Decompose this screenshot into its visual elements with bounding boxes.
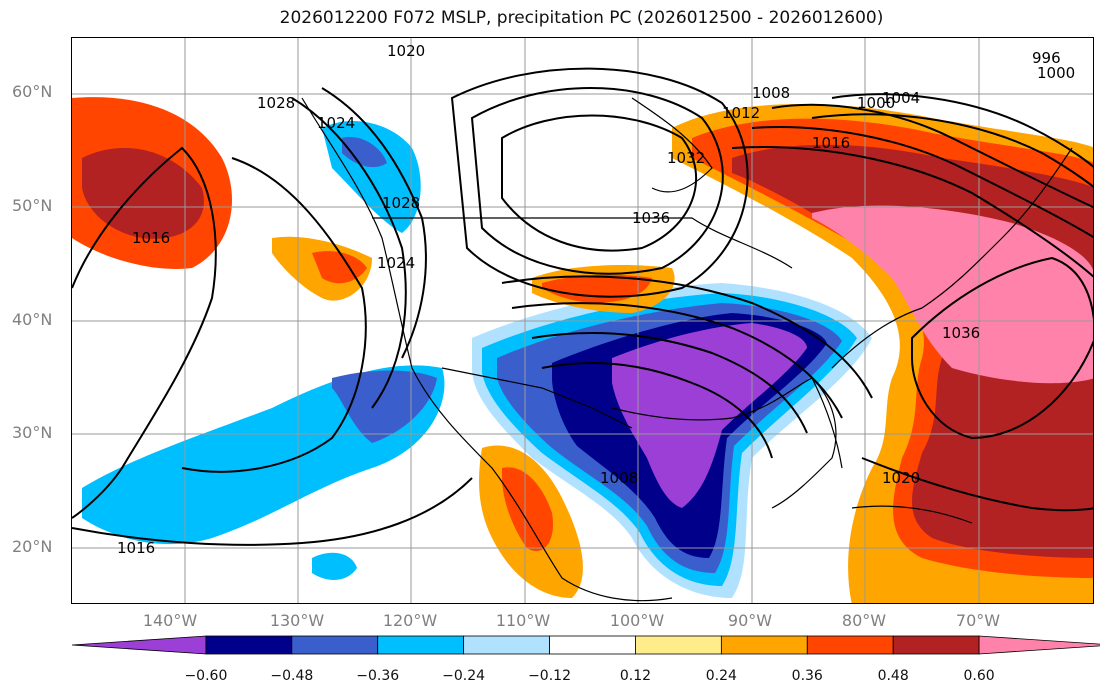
lon-label-90w: 90°W xyxy=(727,611,773,630)
isobar-1032 xyxy=(470,87,724,275)
coast-florida xyxy=(811,377,843,469)
isobar-1012-ne xyxy=(751,126,1093,238)
isobar-label: 1020 xyxy=(387,42,425,60)
isobar-1036 xyxy=(501,114,698,252)
isobar-1016-south xyxy=(72,477,473,546)
isobar-label: 996 xyxy=(1032,49,1061,67)
border-us-mexico xyxy=(441,367,633,429)
precip-pink-east xyxy=(812,205,1093,384)
isobar-label: 1024 xyxy=(377,254,415,272)
isobar-label: 1028 xyxy=(382,194,420,212)
isobar-1028-inner xyxy=(450,67,749,298)
isobar-label: 1016 xyxy=(132,229,170,247)
isobar-1020-pacific xyxy=(181,157,367,473)
colorbar-segment xyxy=(549,635,636,655)
lat-label-40n: 40°N xyxy=(12,310,53,329)
isobar-1020-atlantic xyxy=(861,457,1093,512)
isobar-1012 xyxy=(531,332,808,434)
precip-cyan-bc xyxy=(322,120,421,233)
isobar-1016-ne xyxy=(731,146,1093,278)
coast-cuba xyxy=(851,505,973,524)
colorbar-tick-label: 0.24 xyxy=(705,668,737,684)
isobar-label: 1008 xyxy=(752,84,790,102)
colorbar-tick-label: −0.60 xyxy=(184,668,228,684)
isobar-1028 xyxy=(321,87,427,359)
isobar-label: 1020 xyxy=(882,469,920,487)
map-panel: 1020 1028 1024 1028 1024 1036 1032 1012 … xyxy=(71,37,1094,604)
colorbar-segment xyxy=(978,635,1100,655)
border-us-canada xyxy=(372,217,793,269)
colorbar-tick-label: 0.60 xyxy=(963,668,995,684)
coast-west xyxy=(301,97,673,602)
isobar-label: 1012 xyxy=(722,104,760,122)
colorbar-tick-label: −0.24 xyxy=(442,668,486,684)
lat-label-30n: 30°N xyxy=(12,423,53,442)
isobar-label: 1036 xyxy=(632,209,670,227)
colorbar-tick-label: −0.12 xyxy=(528,668,571,684)
precip-shading xyxy=(72,97,1093,603)
isobar-label: 1004 xyxy=(882,89,920,107)
precip-cyan-small xyxy=(312,552,357,580)
colorbar-segment xyxy=(71,635,207,655)
lat-label-20n: 20°N xyxy=(12,537,53,556)
precip-darkred-pacific xyxy=(82,148,204,239)
lat-label-50n: 50°N xyxy=(12,196,53,215)
colorbar-tick-label: 0.48 xyxy=(877,668,909,684)
isobar-label: 1016 xyxy=(812,134,850,152)
lon-label-140w: 140°W xyxy=(142,611,198,630)
colorbar xyxy=(71,635,1100,655)
isobar-label: 1024 xyxy=(317,114,355,132)
colorbar-segment xyxy=(291,635,379,655)
isobar-1004-ne xyxy=(811,113,1093,188)
isobar-1020-central xyxy=(501,275,873,399)
isobar-label: 1036 xyxy=(942,324,980,342)
map-canvas: 1020 1028 1024 1028 1024 1036 1032 1012 … xyxy=(72,38,1093,603)
lon-label-110w: 110°W xyxy=(495,611,551,630)
lat-label-60n: 60°N xyxy=(12,82,53,101)
coastlines xyxy=(301,97,1073,602)
isobar-1008-gulf xyxy=(541,362,773,459)
isobars xyxy=(72,67,1093,546)
colorbar-segment xyxy=(377,635,465,655)
isobar-1016-west xyxy=(72,146,217,519)
isobar-1024-pacific xyxy=(291,97,407,409)
coast-gulf xyxy=(611,377,837,509)
colorbar-segment xyxy=(892,635,980,655)
lon-label-70w: 70°W xyxy=(955,611,1001,630)
isobar-label: 1028 xyxy=(257,94,295,112)
precip-red-mexico xyxy=(502,467,553,552)
colorbar-tick-label: 0.36 xyxy=(791,668,823,684)
isobar-label: 1000 xyxy=(857,94,895,112)
colorbar-segment xyxy=(635,635,722,655)
precip-blue-bc xyxy=(342,137,387,168)
isobar-1000-ne xyxy=(831,93,1093,168)
graticule xyxy=(72,38,1093,603)
isobar-1008-ne xyxy=(771,103,1093,209)
colorbar-tick-label: −0.48 xyxy=(270,668,314,684)
colorbar-segment xyxy=(720,635,808,655)
precip-purple-central xyxy=(612,323,807,508)
isobar-label: 1000 xyxy=(1037,64,1075,82)
isobar-1036-atlantic xyxy=(911,256,1093,440)
colorbar-segment xyxy=(205,635,293,655)
isobar-label: 1016 xyxy=(117,539,155,557)
lon-label-130w: 130°W xyxy=(269,611,325,630)
lon-label-100w: 100°W xyxy=(609,611,665,630)
colorbar-tick-label: −0.36 xyxy=(356,668,400,684)
map-title: 2026012200 F072 MSLP, precipitation PC (… xyxy=(279,8,884,28)
colorbar-tick-label: 0.12 xyxy=(619,668,652,684)
lon-label-120w: 120°W xyxy=(382,611,438,630)
isobar-label: 1032 xyxy=(667,149,705,167)
lon-label-80w: 80°W xyxy=(841,611,887,630)
isobar-label: 1008 xyxy=(600,469,638,487)
colorbar-segment xyxy=(806,635,894,655)
isobar-labels: 1020 1028 1024 1028 1024 1036 1032 1012 … xyxy=(117,42,1075,557)
coast-east xyxy=(831,147,1073,369)
coast-hudson xyxy=(631,97,713,193)
isobar-1016-central xyxy=(511,302,843,419)
colorbar-segment xyxy=(463,635,550,655)
